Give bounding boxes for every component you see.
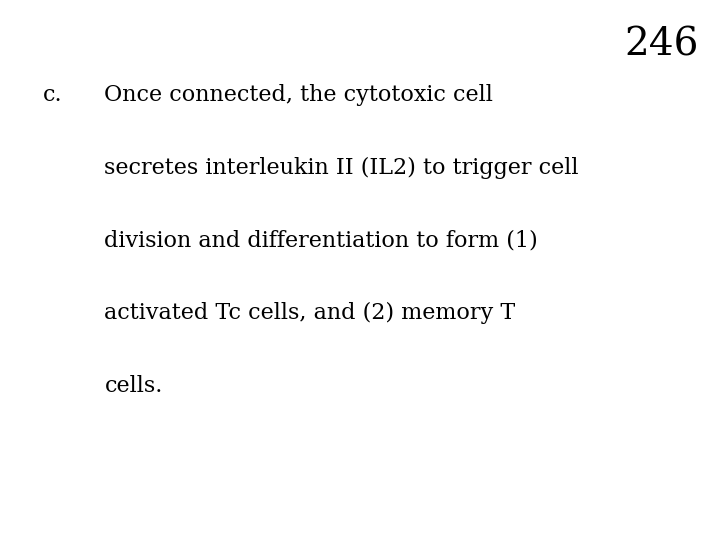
Text: c.: c. [43,84,63,106]
Text: secretes interleukin II (IL2) to trigger cell: secretes interleukin II (IL2) to trigger… [104,157,579,179]
Text: 246: 246 [624,27,698,64]
Text: activated Tc cells, and (2) memory T: activated Tc cells, and (2) memory T [104,302,516,325]
Text: Once connected, the cytotoxic cell: Once connected, the cytotoxic cell [104,84,493,106]
Text: cells.: cells. [104,375,163,397]
Text: division and differentiation to form (1): division and differentiation to form (1) [104,230,538,252]
